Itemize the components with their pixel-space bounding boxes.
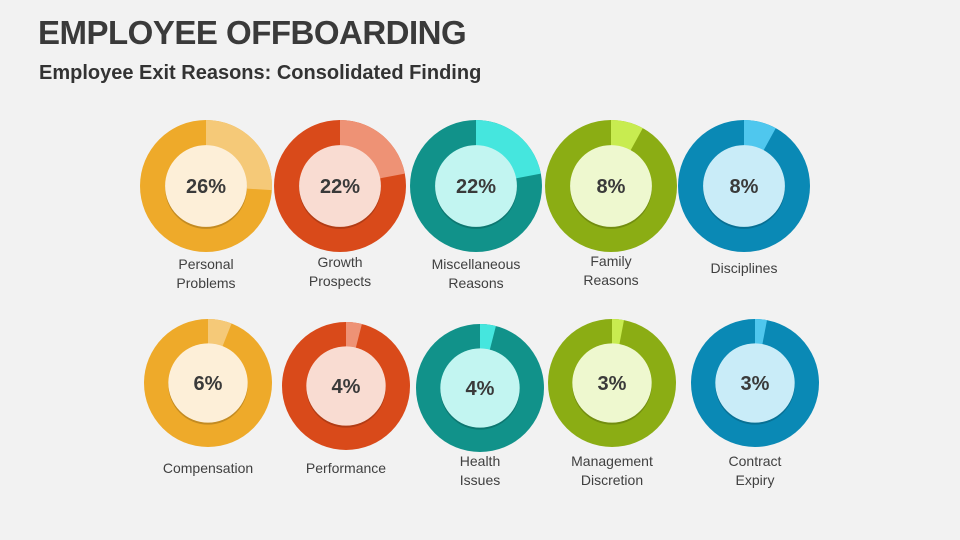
donut-0: 26% xyxy=(140,120,272,252)
donut-center xyxy=(570,145,652,227)
donut-5: 6% xyxy=(144,319,272,447)
donut-center xyxy=(440,348,520,428)
donut-category-label: Management Discretion xyxy=(571,453,653,488)
slide-title: EMPLOYEE OFFBOARDING xyxy=(38,14,467,51)
donut-value-label: 22% xyxy=(456,176,496,198)
donut-8: 3% xyxy=(548,319,676,447)
donut-category-label: Personal Problems xyxy=(176,256,236,291)
donut-value-label: 3% xyxy=(598,373,627,395)
donut-center xyxy=(572,343,652,423)
donut-category-label: Family Reasons xyxy=(583,253,639,288)
donut-4: 8% xyxy=(678,120,810,252)
donut-value-label: 4% xyxy=(332,376,361,398)
donut-value-label: 8% xyxy=(597,176,626,198)
donut-category-label: Miscellaneous Reasons xyxy=(431,256,521,291)
donut-value-label: 6% xyxy=(194,373,223,395)
donut-value-label: 26% xyxy=(186,176,226,198)
donut-center xyxy=(435,145,517,227)
donut-center xyxy=(715,343,795,423)
donut-9: 3% xyxy=(691,319,819,447)
donut-value-label: 22% xyxy=(320,176,360,198)
slide-subtitle: Employee Exit Reasons: Consolidated Find… xyxy=(39,62,482,84)
donut-3: 8% xyxy=(545,120,677,252)
donut-value-label: 8% xyxy=(730,176,759,198)
donut-category-label: Disciplines xyxy=(710,259,778,276)
donut-2: 22% xyxy=(410,120,542,252)
donut-category-label: Compensation xyxy=(162,459,254,476)
donut-center xyxy=(299,145,381,227)
donut-value-label: 4% xyxy=(466,378,495,400)
donut-1: 22% xyxy=(274,120,406,252)
donut-7: 4% xyxy=(416,324,544,452)
donut-6: 4% xyxy=(282,322,410,450)
donut-center xyxy=(165,145,247,227)
donut-center xyxy=(168,343,248,423)
donut-center xyxy=(703,145,785,227)
donut-category-label: Growth Prospects xyxy=(308,254,372,289)
donut-category-label: Health Issues xyxy=(459,453,501,488)
donut-value-label: 3% xyxy=(741,373,770,395)
donut-category-label: Contract Expiry xyxy=(728,453,782,488)
donut-center xyxy=(306,346,386,426)
donut-category-label: Performance xyxy=(305,459,387,476)
